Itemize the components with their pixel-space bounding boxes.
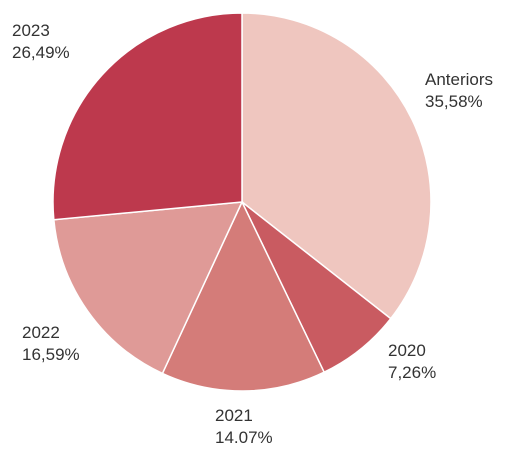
pie-slice	[241, 12, 432, 320]
slice-value-label: 7,26%	[388, 363, 436, 382]
slice-label: 2020	[388, 341, 426, 360]
pie-slice	[161, 200, 326, 392]
pie-slice	[52, 12, 243, 221]
slice-label: 2023	[12, 21, 50, 40]
slice-value-label: 26,49%	[12, 43, 70, 62]
slice-label: 2021	[215, 406, 253, 425]
slice-label: 2022	[22, 323, 60, 342]
slice-value-label: 35,58%	[425, 92, 483, 111]
pie-slice	[53, 201, 244, 375]
slice-value-label: 16,59%	[22, 345, 80, 364]
slice-value-label: 14.07%	[215, 428, 273, 447]
slice-label: Anteriors	[425, 70, 493, 89]
